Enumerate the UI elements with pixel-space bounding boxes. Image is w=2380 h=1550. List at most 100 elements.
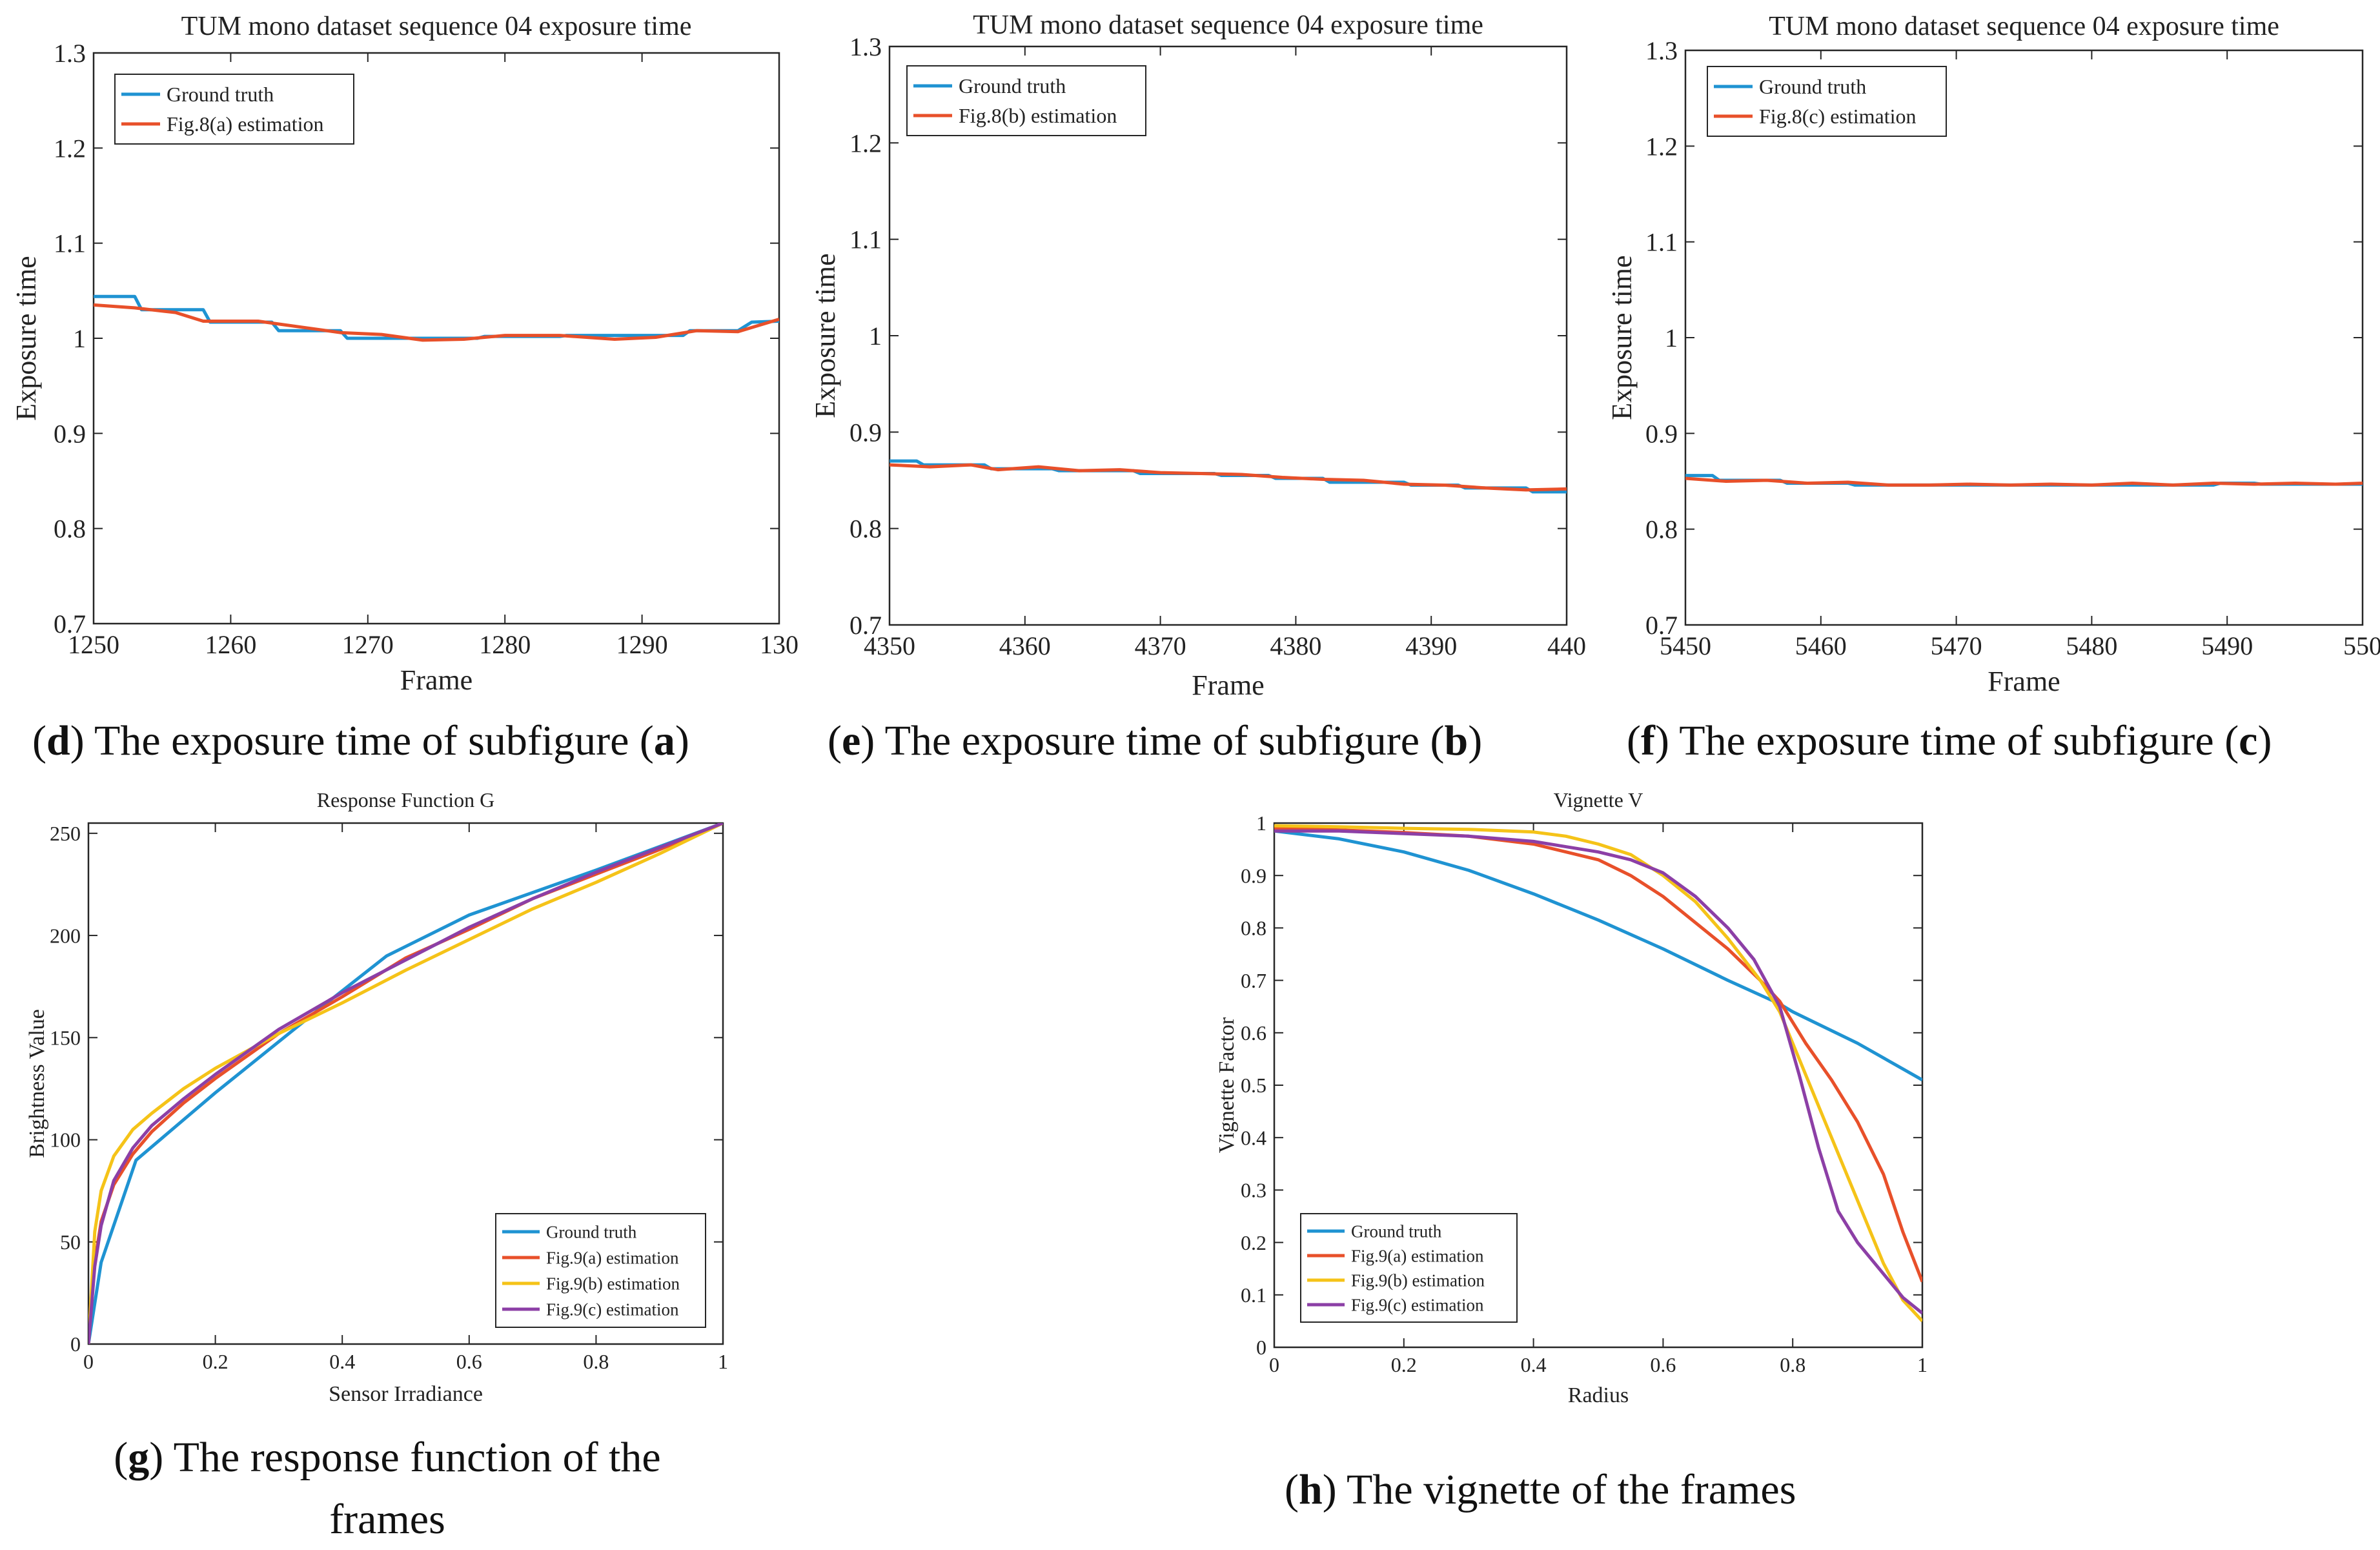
x-tick-label-e: 4350 [864, 631, 915, 660]
legend-box-e [906, 65, 1146, 136]
x-tick-label-e: 4380 [1270, 631, 1321, 660]
y-tick-label-h: 0.4 [1241, 1126, 1266, 1149]
legend-label-d-1: Fig.8(a) estimation [167, 112, 324, 136]
y-tick-label-g: 100 [50, 1128, 81, 1152]
plot-area-e [888, 45, 1568, 626]
legend-label-e-0: Ground truth [959, 74, 1066, 97]
legend-label-h-3: Fig.9(c) estimation [1351, 1295, 1484, 1314]
caption-e: (e) The exposure time of subfigure (b) [828, 717, 1483, 764]
y-tick-label-e: 0.8 [849, 515, 882, 544]
y-tick-label-h: 0.8 [1241, 917, 1266, 940]
x-tick-label-h: 0 [1269, 1353, 1279, 1376]
y-tick-label-e: 1.1 [849, 225, 882, 254]
caption-h: (h) The vignette of the frames [1285, 1466, 1796, 1513]
chart-g: Response Function G 0 0.2 0.4 0.6 0.8 1 0 50 100 1… [25, 788, 728, 1406]
y-tick-label-d: 0.8 [54, 515, 86, 544]
y-axis-label-d: Exposure time [10, 256, 42, 420]
y-tick-label-h: 0.6 [1241, 1021, 1266, 1045]
x-axis-label-f: Frame [1988, 666, 2060, 697]
series-line-d-1 [94, 303, 779, 342]
series-line-e-1 [890, 463, 1567, 492]
caption-h-text: The vignette of the frames [1347, 1466, 1796, 1513]
y-tick-label-g: 50 [60, 1230, 81, 1254]
caption-d-letter: d [46, 717, 70, 764]
y-tick-label-e: 1 [869, 321, 882, 351]
y-tick-label-f: 1.3 [1645, 36, 1678, 65]
x-tick-label-e: 4370 [1135, 631, 1186, 660]
x-tick-label-g: 0.6 [456, 1350, 482, 1373]
y-tick-label-f: 0.9 [1645, 419, 1678, 448]
legend-box-d [114, 74, 354, 145]
caption-e-letter: e [841, 717, 861, 764]
caption-h-letter: h [1298, 1466, 1323, 1513]
y-tick-label-h: 0.9 [1241, 864, 1266, 887]
chart-d: TUM mono dataset sequence 04 exposure ti… [10, 12, 798, 696]
x-tick-label-h: 0.8 [1780, 1353, 1805, 1376]
chart-h: Vignette V 0 0.2 0.4 0.6 0.8 1 0 0.1 0.2 0.3 0.4 0.5… [1215, 788, 1927, 1407]
y-tick-label-d: 1.2 [54, 134, 86, 163]
caption-g-line1: (g) The response function of the [114, 1434, 661, 1481]
x-axis-label-d: Frame [400, 664, 473, 696]
x-tick-label-d: 1250 [68, 630, 119, 659]
chart-title-h: Vignette V [1554, 788, 1643, 811]
x-tick-label-f: 5490 [2201, 631, 2253, 660]
y-tick-label-f: 0.7 [1645, 611, 1678, 640]
caption-g-text2: frames [329, 1495, 445, 1543]
caption-g-letter: g [128, 1434, 150, 1481]
x-tick-label-d: 1280 [479, 630, 531, 659]
series-line-h-0 [1274, 829, 1922, 1082]
chart-title-d: TUM mono dataset sequence 04 exposure ti… [181, 12, 692, 41]
x-tick-label-f: 5470 [1931, 631, 1982, 660]
caption-f-letter: f [1640, 717, 1655, 764]
y-tick-label-g: 150 [50, 1026, 81, 1049]
legend-label-g-2: Fig.9(b) estimation [546, 1274, 680, 1293]
caption-e-text: The exposure time of subfigure [884, 717, 1419, 764]
y-tick-label-f: 1.1 [1645, 228, 1678, 257]
chart-e: TUM mono dataset sequence 04 exposure ti… [809, 10, 1586, 701]
x-tick-label-d: 130 [760, 630, 798, 659]
y-tick-label-d: 1.3 [54, 39, 86, 68]
x-tick-label-f: 5460 [1795, 631, 1847, 660]
caption-d: (d) The exposure time of subfigure (a) [32, 717, 689, 764]
y-tick-label-f: 1 [1665, 323, 1678, 352]
series-line-f-1 [1685, 476, 2363, 487]
x-axis-label-h: Radius [1568, 1383, 1629, 1407]
x-tick-label-e: 440 [1547, 631, 1586, 660]
caption-f-ref: c [2239, 717, 2258, 764]
x-tick-label-g: 0 [83, 1350, 94, 1373]
y-tick-label-h: 0.1 [1241, 1283, 1266, 1307]
x-tick-label-d: 1270 [342, 630, 394, 659]
caption-d-ref: a [653, 717, 675, 764]
legend-label-h-0: Ground truth [1351, 1221, 1442, 1241]
x-tick-label-f: 5450 [1660, 631, 1711, 660]
x-tick-label-h: 1 [1917, 1353, 1927, 1376]
y-tick-label-h: 0.2 [1241, 1231, 1266, 1254]
y-tick-label-e: 1.3 [849, 32, 882, 61]
legend-label-e-1: Fig.8(b) estimation [959, 104, 1117, 127]
y-tick-label-e: 1.2 [849, 128, 882, 158]
x-tick-label-e: 4360 [999, 631, 1051, 660]
legend-label-f-1: Fig.8(c) estimation [1759, 105, 1917, 128]
legend-label-d-0: Ground truth [167, 83, 274, 106]
y-tick-label-f: 0.8 [1645, 515, 1678, 544]
chart-f: TUM mono dataset sequence 04 exposure ti… [1606, 12, 2380, 697]
y-tick-label-h: 1 [1256, 811, 1266, 835]
x-tick-label-d: 1290 [616, 630, 668, 659]
y-tick-label-d: 1.1 [54, 229, 86, 258]
y-axis-label-g: Brightness Value [25, 1009, 49, 1158]
x-axis-label-g: Sensor Irradiance [329, 1382, 483, 1406]
x-tick-label-h: 0.4 [1521, 1353, 1547, 1376]
series-line-g-3 [88, 823, 723, 1344]
y-tick-label-e: 0.9 [849, 418, 882, 447]
legend-box-f [1707, 66, 1947, 137]
chart-title-e: TUM mono dataset sequence 04 exposure ti… [973, 10, 1483, 40]
y-tick-label-g: 250 [50, 822, 81, 845]
y-tick-label-d: 1 [73, 324, 86, 353]
legend-label-h-2: Fig.9(b) estimation [1351, 1270, 1485, 1290]
caption-e-ref: b [1444, 717, 1469, 764]
plot-area-f [1684, 49, 2364, 626]
x-tick-label-e: 4390 [1405, 631, 1457, 660]
y-tick-label-h: 0.5 [1241, 1074, 1266, 1097]
x-axis-label-e: Frame [1192, 669, 1264, 701]
